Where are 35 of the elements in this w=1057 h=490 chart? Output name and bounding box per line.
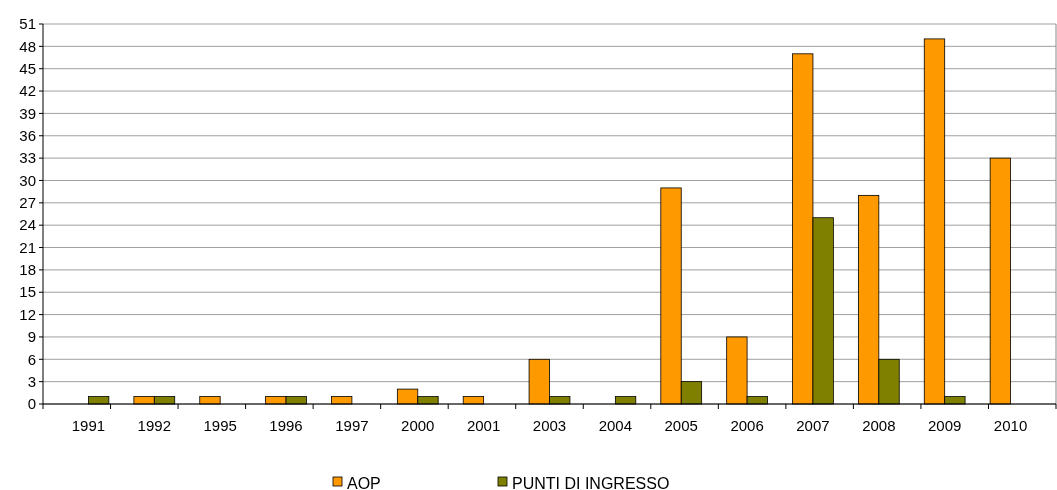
y-tick-label: 18 — [19, 261, 36, 279]
x-tick-label: 1997 — [335, 417, 369, 434]
x-tick-label: 1991 — [71, 417, 106, 434]
y-tick-label: 45 — [19, 59, 36, 77]
y-tick-label: 0 — [27, 395, 36, 413]
x-tick-label: 2008 — [862, 417, 896, 434]
y-tick-label: 21 — [19, 238, 36, 256]
y-tick-label: 42 — [19, 82, 36, 100]
x-tick-label: 1992 — [137, 417, 171, 434]
x-tick-label: 2001 — [466, 417, 501, 434]
y-tick-label: 15 — [19, 283, 36, 301]
x-tick-label: 1996 — [269, 417, 303, 434]
x-tick-label: 2003 — [532, 417, 567, 434]
x-tick-label: 1995 — [203, 417, 237, 434]
x-tick-label: 2007 — [796, 417, 830, 434]
y-tick-label: 3 — [27, 372, 36, 390]
y-tick-label: 36 — [19, 127, 36, 145]
y-tick-label: 27 — [19, 194, 36, 212]
y-tick-label: 33 — [19, 149, 36, 167]
y-tick-label: 48 — [19, 37, 36, 55]
x-tick-label: 2006 — [730, 417, 764, 434]
x-tick-label: 2000 — [401, 417, 435, 434]
legend-label: PUNTI DI INGRESSO — [512, 474, 670, 490]
x-tick-label: 2010 — [993, 417, 1028, 434]
x-tick-label: 2005 — [664, 417, 698, 434]
y-tick-label: 6 — [27, 350, 36, 368]
x-tick-label: 2009 — [928, 417, 962, 434]
x-tick-label: 2004 — [598, 417, 633, 434]
y-tick-label: 30 — [19, 171, 36, 189]
y-tick-label: 39 — [19, 104, 36, 122]
y-tick-label: 51 — [19, 15, 36, 33]
y-tick-label: 12 — [19, 305, 36, 323]
y-tick-label: 24 — [19, 216, 36, 234]
legend-label: AOP — [347, 474, 381, 490]
y-tick-label: 9 — [27, 328, 36, 346]
